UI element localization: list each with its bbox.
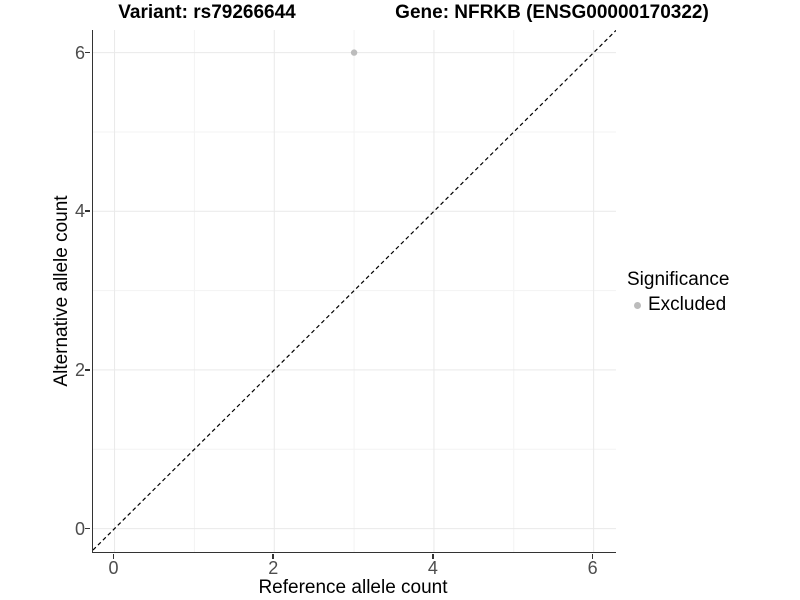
- legend-title: Significance: [627, 269, 730, 290]
- y-axis-label: Alternative allele count: [51, 195, 72, 387]
- y-tick: [85, 369, 91, 371]
- y-tick-label: 6: [74, 42, 85, 63]
- x-tick: [112, 553, 115, 559]
- legend-item-excluded: Excluded: [627, 294, 729, 316]
- x-tick: [591, 553, 594, 559]
- x-tick: [432, 553, 434, 559]
- y-tick: [85, 51, 91, 54]
- data-point: [350, 49, 358, 56]
- x-tick: [272, 553, 275, 559]
- x-axis-label: Reference allele count: [258, 577, 448, 598]
- plot-title-variant: Variant: rs79266644: [118, 2, 296, 23]
- x-tick-label: 4: [427, 558, 438, 578]
- plot-panel: [92, 30, 616, 553]
- y-tick-label: 0: [74, 518, 85, 539]
- plot-title-gene: Gene: NFRKB (ENSG00000170322): [395, 2, 709, 23]
- y-tick: [85, 210, 91, 213]
- identity-line: [93, 30, 616, 551]
- y-tick: [85, 527, 91, 530]
- x-tick-label: 2: [268, 558, 279, 578]
- legend-item-label: Excluded: [648, 294, 727, 315]
- y-tick-label: 4: [74, 201, 85, 222]
- legend: Significance Excluded: [627, 269, 729, 316]
- legend-point-swatch-icon: [634, 301, 641, 309]
- x-tick-label: 0: [108, 558, 119, 578]
- x-tick-label: 6: [587, 558, 598, 578]
- plot-canvas: [93, 30, 616, 552]
- y-tick-label: 2: [74, 359, 85, 380]
